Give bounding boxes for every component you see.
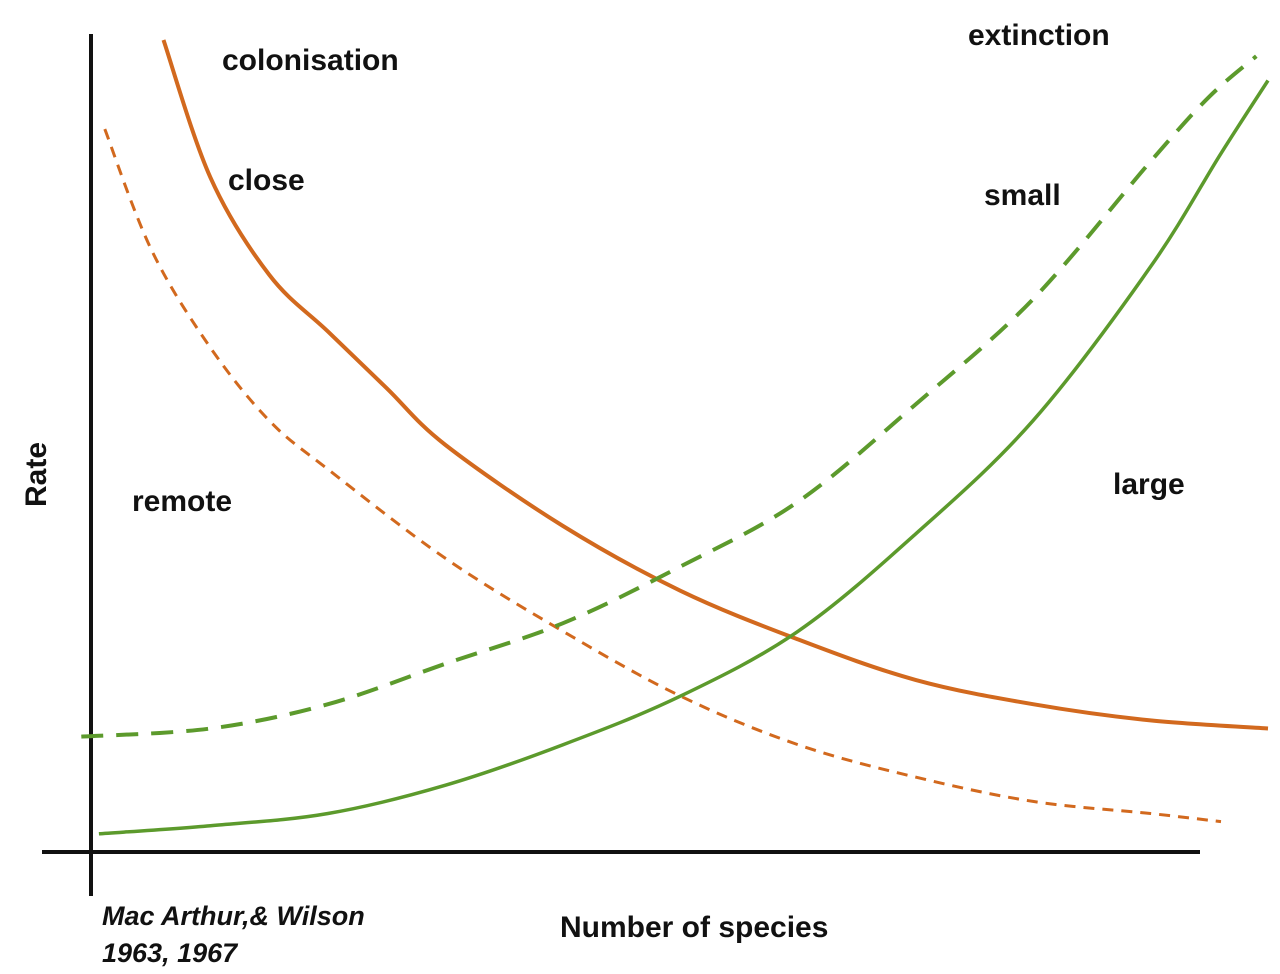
series-line-small xyxy=(81,54,1258,739)
series-label-close: close xyxy=(228,164,305,197)
series-label-small: small xyxy=(984,179,1061,212)
y-axis-label: Rate xyxy=(20,442,53,507)
series-label-large: large xyxy=(1113,468,1185,501)
series-line-large xyxy=(98,79,1270,836)
series-layer xyxy=(81,39,1270,836)
series-line-close xyxy=(161,39,1269,731)
group-label-colonisation: colonisation xyxy=(222,44,399,77)
series-label-remote: remote xyxy=(132,485,232,518)
group-label-extinction: extinction xyxy=(968,19,1110,52)
series-line-remote xyxy=(103,128,1222,824)
x-axis-label: Number of species xyxy=(560,911,828,944)
credit-line-2: 1963, 1967 xyxy=(102,938,239,968)
credit-line-1: Mac Arthur,& Wilson xyxy=(102,901,365,931)
